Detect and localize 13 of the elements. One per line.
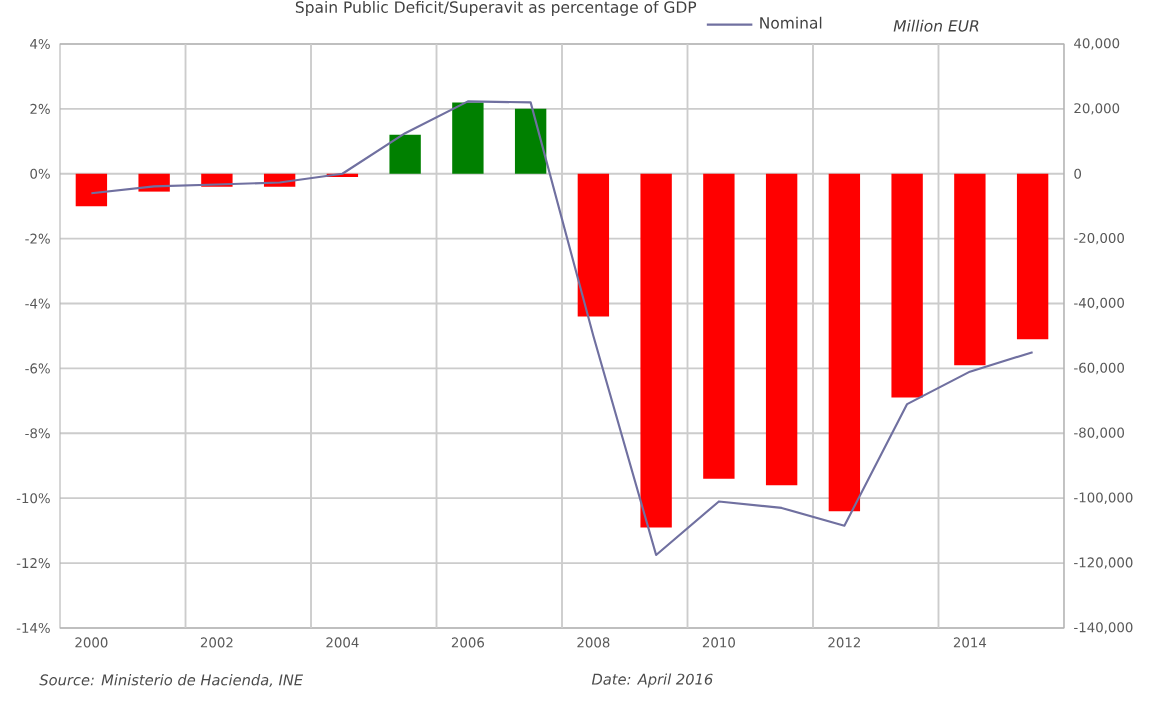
bar [765,173,798,486]
bar [389,134,421,174]
bar [891,173,923,398]
bar [954,173,986,366]
bar [828,173,861,512]
line-series [90,100,1034,557]
bar [703,173,735,479]
bar [640,173,672,528]
bar [75,173,108,207]
bar [577,173,610,317]
bar [514,108,547,174]
bar [1016,173,1049,340]
bar [452,102,484,174]
